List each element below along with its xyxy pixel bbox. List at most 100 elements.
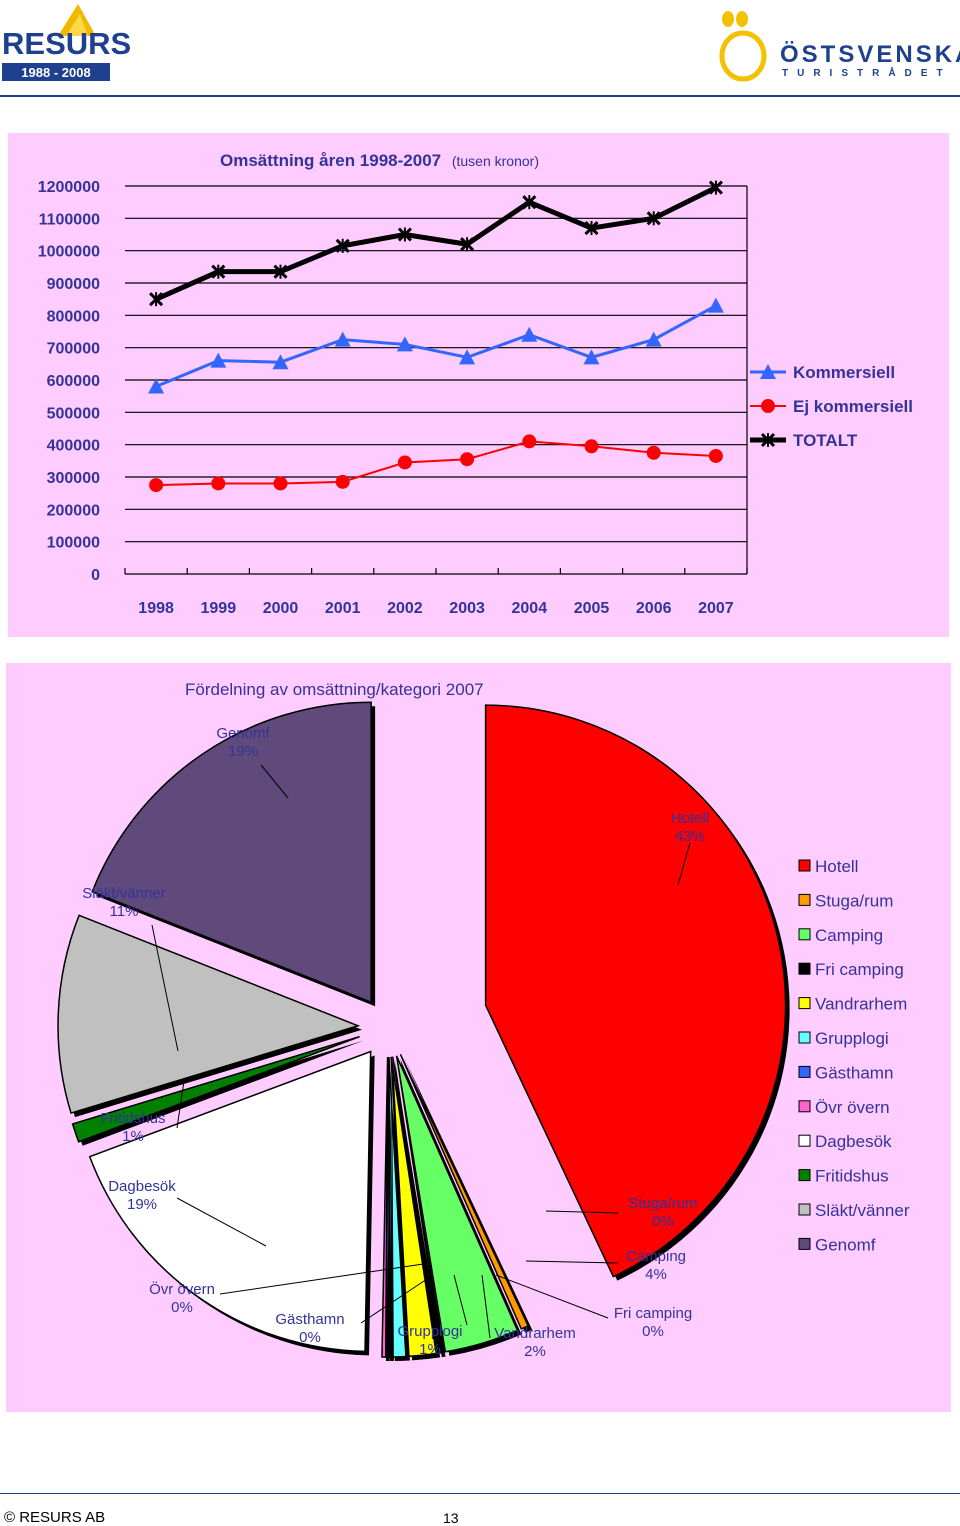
pie-legend-item: Vandrarhem: [798, 995, 907, 1014]
pie-legend-swatch: [798, 1031, 811, 1044]
pie-chart-panel: Fördelning av omsättning/kategori 2007 H…: [6, 663, 951, 1412]
pie-slice-stuga-rum: [399, 1053, 530, 1330]
pie-label-percent: 0%: [171, 1299, 193, 1316]
data-point: [211, 264, 226, 279]
pie-chart-legend: Hotell Stuga/rum Camping Fri camping Vandrar…: [798, 857, 910, 1254]
pie-label-percent: 19%: [127, 1196, 157, 1213]
pie-legend-item: Övr övern: [798, 1098, 890, 1117]
pie-legend-label: Camping: [815, 926, 883, 945]
data-point: [708, 448, 723, 463]
data-point: [396, 336, 413, 352]
pie-label-percent: 0%: [299, 1329, 321, 1346]
y-tick-label: 600000: [47, 373, 100, 390]
pie-label-name: Stuga/rum: [628, 1195, 697, 1212]
pie-legend-swatch: [798, 1203, 811, 1216]
pie-slice-camping: [395, 1055, 519, 1353]
pie-legend-swatch: [798, 859, 811, 872]
legend-label: TOTALT: [793, 431, 858, 450]
pie-legend-label: Gästhamn: [815, 1063, 893, 1082]
pie-legend-label: Stuga/rum: [815, 891, 893, 910]
pie-legend-item: Stuga/rum: [798, 891, 893, 910]
pie-legend-swatch: [798, 962, 811, 975]
x-tick-label: 1999: [201, 600, 237, 617]
line-chart-title: Omsättning åren 1998-2007 (tusen kronor): [220, 151, 539, 170]
pie-legend-swatch: [798, 1100, 811, 1113]
pie-slice-hotell: [484, 704, 787, 1278]
pie-label-percent: 4%: [645, 1266, 667, 1283]
pie-label-name: Vandrarhem: [494, 1325, 575, 1342]
pie-label-percent: 0%: [652, 1213, 674, 1230]
data-point: [273, 264, 288, 279]
pie-label-percent: 2%: [524, 1343, 546, 1360]
pie-label-name: Fri camping: [614, 1305, 692, 1322]
data-point: [707, 297, 724, 313]
page-number: 13: [443, 1510, 459, 1526]
pie-leader-line: [176, 1080, 185, 1129]
line-chart-legend: Kommersiell Ej kommersiell TOTALT: [750, 363, 913, 450]
series-line: [155, 304, 717, 388]
ostsvenska-logo-text: ÖSTSVENSKA: [780, 41, 960, 68]
page-header: RESURS 1988 - 2008 ÖSTSVENSKA TURISTRÅDE…: [0, 0, 960, 100]
y-tick-label: 0: [91, 567, 100, 584]
pie-chart-slices: [57, 701, 790, 1361]
pie-legend-swatch: [798, 1237, 811, 1250]
pie-legend-item: Dagbesök: [798, 1132, 892, 1151]
pie-legend-label: Genomf: [815, 1235, 876, 1254]
pie-label-name: Släkt/vänner: [82, 885, 165, 902]
pie-slice-fritidshus-shadow: [76, 1040, 364, 1146]
data-point: [521, 326, 538, 342]
pie-label-name: Genomf: [216, 725, 270, 742]
y-tick-label: 500000: [47, 405, 100, 422]
legend-item: Ej kommersiell: [750, 397, 913, 416]
data-point: [584, 439, 599, 454]
pie-slice-övr-övern: [381, 1056, 389, 1358]
x-tick-label: 2002: [387, 600, 423, 617]
pie-legend-item: Hotell: [798, 857, 858, 876]
data-point: [397, 455, 412, 470]
legend-marker: [760, 364, 776, 379]
resurs-logo-text: RESURS: [2, 26, 131, 61]
pie-leader-line: [176, 1197, 267, 1247]
y-tick-label: 200000: [47, 502, 100, 519]
pie-legend-label: Vandrarhem: [815, 995, 907, 1014]
pie-legend-label: Grupplogi: [815, 1029, 889, 1048]
legend-marker: [761, 399, 775, 413]
pie-slice-fritidshus: [71, 1035, 360, 1143]
legend-marker: [760, 432, 776, 448]
pie-leader-line: [481, 1274, 491, 1339]
pie-legend-label: Dagbesök: [815, 1132, 892, 1151]
data-point: [522, 195, 537, 210]
pie-legend-swatch: [798, 1134, 811, 1147]
data-point: [460, 237, 475, 252]
pie-leader-line: [260, 764, 289, 799]
series-kommersiell: [148, 297, 724, 394]
pie-leader-line: [545, 1210, 619, 1214]
x-tick-label: 2003: [449, 600, 485, 617]
pie-legend-item: Grupplogi: [798, 1029, 889, 1048]
resurs-logo-years: 1988 - 2008: [21, 65, 90, 80]
pie-legend-swatch: [798, 997, 811, 1010]
series-totalt: [149, 180, 723, 307]
data-point: [149, 478, 164, 493]
series-line: [155, 185, 718, 302]
line-chart-panel: Omsättning åren 1998-2007 (tusen kronor)…: [8, 133, 949, 637]
ostsvenska-logo: ÖSTSVENSKA TURISTRÅDET: [719, 11, 960, 82]
pie-legend-label: Släkt/vänner: [815, 1201, 910, 1220]
pie-label-name: Övr övern: [149, 1280, 215, 1298]
line-chart: Omsättning åren 1998-2007 (tusen kronor)…: [38, 151, 913, 617]
data-point: [149, 292, 164, 307]
data-point: [646, 211, 661, 226]
pie-legend-label: Hotell: [815, 857, 858, 876]
pie-label-percent: 1%: [419, 1341, 441, 1358]
line-chart-series: [148, 180, 724, 493]
pie-legend-label: Fritidshus: [815, 1167, 889, 1186]
y-tick-label: 100000: [47, 535, 100, 552]
pie-legend-swatch: [798, 928, 811, 941]
pie-slice-fri-camping-shadow: [396, 1060, 446, 1358]
data-point: [335, 474, 350, 489]
pie-legend-item: Gästhamn: [798, 1063, 893, 1082]
data-point: [583, 349, 600, 365]
pie-label-percent: 0%: [642, 1323, 664, 1340]
y-tick-label: 300000: [47, 470, 100, 487]
